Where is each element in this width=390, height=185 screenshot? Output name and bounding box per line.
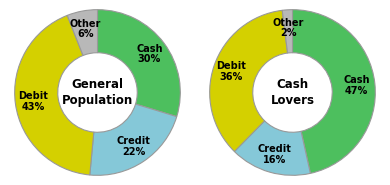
Wedge shape xyxy=(67,10,98,56)
Text: Cash
Lovers: Cash Lovers xyxy=(271,78,314,107)
Wedge shape xyxy=(210,10,287,152)
Text: General
Population: General Population xyxy=(62,78,133,107)
Wedge shape xyxy=(234,121,310,175)
Text: Cash
47%: Cash 47% xyxy=(344,75,370,96)
Wedge shape xyxy=(292,10,375,173)
Text: Other
2%: Other 2% xyxy=(273,18,304,38)
Text: Debit
36%: Debit 36% xyxy=(216,61,246,82)
Wedge shape xyxy=(90,104,177,175)
Text: Debit
43%: Debit 43% xyxy=(19,91,48,112)
Wedge shape xyxy=(282,10,292,53)
Text: Credit
16%: Credit 16% xyxy=(258,144,292,165)
Text: Cash
30%: Cash 30% xyxy=(136,44,163,64)
Wedge shape xyxy=(98,10,180,117)
Text: Credit
22%: Credit 22% xyxy=(117,136,151,157)
Text: Other
6%: Other 6% xyxy=(70,19,101,39)
Wedge shape xyxy=(15,15,94,175)
